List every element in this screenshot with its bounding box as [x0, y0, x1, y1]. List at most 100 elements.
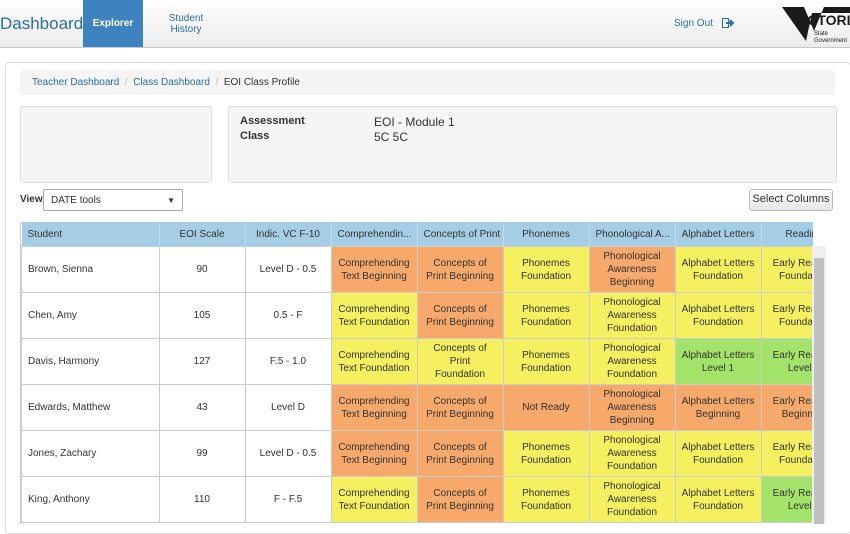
level-cell: Early Reading Foundation	[760, 246, 813, 293]
column-header[interactable]: Phonemes	[503, 222, 590, 247]
table-row: Brown, Sienna 90 Level D - 0.5 Comprehendin…	[21, 246, 813, 293]
level-cell: Alphabet Letters Foundation	[674, 430, 762, 477]
level-cell: Concepts of Print Foundation	[416, 338, 504, 385]
level-cell: Comprehending Text Foundation	[330, 292, 418, 339]
level-cell: Alphabet Letters Beginning	[674, 384, 762, 431]
cell: F - F.5	[244, 476, 332, 523]
column-header[interactable]: Alphabet Letters	[675, 222, 762, 247]
table-row: Davis, Harmony 127 F.5 - 1.0 Comprehending …	[21, 338, 813, 385]
logo-name: VICTORIA	[794, 12, 850, 28]
level-cell: Early Reading Foundation	[760, 292, 813, 339]
level-cell: Comprehending Text Beginning	[330, 246, 418, 293]
level-cell: Concepts of Print Beginning	[416, 246, 504, 293]
profile-table: Student EOI Scale Indic. VC F-10 Comprehend…	[21, 222, 813, 523]
brand[interactable]: Dashboard	[0, 14, 84, 33]
sign-out-icon	[721, 18, 735, 29]
nav-tab[interactable]: Explorer	[83, 0, 143, 47]
level-cell: Early Reading Foundation	[760, 430, 813, 477]
sign-out[interactable]: Sign Out	[674, 18, 735, 29]
column-header[interactable]: Phonological A...	[589, 222, 676, 247]
table-row: Edwards, Matthew 43 Level D Comprehending T…	[21, 384, 813, 431]
level-cell: Alphabet Letters Foundation	[674, 476, 762, 523]
cell: 105	[158, 292, 246, 339]
breadcrumb-item: EOI Class Profile	[223, 77, 300, 88]
level-cell: Comprehending Text Foundation	[330, 338, 418, 385]
separator: /	[209, 77, 224, 88]
caret: ▼	[167, 196, 175, 205]
breadcrumb: Teacher Dashboard / Class Dashboard / EO…	[20, 70, 835, 95]
separator: /	[119, 77, 134, 88]
student-name: King, Anthony	[21, 476, 160, 523]
level-cell: Comprehending Text Beginning	[330, 430, 418, 477]
view-label: View	[20, 194, 43, 205]
level-cell: Phonemes Foundation	[502, 338, 590, 385]
level-cell: Phonemes Foundation	[502, 430, 590, 477]
logo: VICTORIA State Government	[782, 7, 850, 44]
student-name: Chen, Amy	[21, 292, 160, 339]
level-cell: Phonemes Foundation	[502, 246, 590, 293]
level-cell: Alphabet Letters Foundation	[674, 246, 762, 293]
student-name: Jones, Zachary	[21, 430, 160, 477]
level-cell: Early Reading Beginning	[760, 384, 813, 431]
level-cell: Concepts of Print Beginning	[416, 292, 504, 339]
level-cell: Phonological Awareness Beginning	[588, 384, 676, 431]
table-row: King, Anthony 110 F - F.5 Comprehending Tex…	[21, 476, 813, 523]
level-cell: Phonemes Foundation	[502, 476, 590, 523]
cell: Level D - 0.5	[244, 246, 332, 293]
breadcrumb-item[interactable]: Class Dashboard	[133, 77, 210, 88]
cell: 0.5 - F	[244, 292, 332, 339]
column-header[interactable]: EOI Scale	[159, 222, 246, 247]
view-select[interactable]: DATE tools ▼	[43, 189, 183, 211]
cell: 110	[158, 476, 246, 523]
info-label: Class	[240, 130, 270, 142]
cell: 43	[158, 384, 246, 431]
info-label: Assessment	[240, 115, 305, 127]
level-cell: Alphabet Letters Level 1	[674, 338, 762, 385]
level-cell: Phonemes Foundation	[502, 292, 590, 339]
level-cell: Early Reading Level 1	[760, 476, 813, 523]
level-cell: Not Ready	[502, 384, 590, 431]
select-columns-button[interactable]: Select Columns	[749, 189, 833, 211]
cell: F.5 - 1.0	[244, 338, 332, 385]
level-cell: Comprehending Text Beginning	[330, 384, 418, 431]
level-cell: Phonological Awareness Beginning	[588, 246, 676, 293]
scroll-thumb[interactable]	[814, 258, 824, 524]
level-cell: Comprehending Text Foundation	[330, 476, 418, 523]
student-name: Edwards, Matthew	[21, 384, 160, 431]
info-value: 5C 5C	[374, 130, 409, 144]
table-row: Chen, Amy 105 0.5 - F Comprehending Text Fo…	[21, 292, 813, 339]
table-row: Jones, Zachary 99 Level D - 0.5 Comprehendi…	[21, 430, 813, 477]
top-nav: Dashboard Explorer Student History Sign O…	[0, 0, 850, 48]
cell: Level D	[244, 384, 332, 431]
sign-out-text[interactable]: Sign Out	[674, 18, 713, 29]
level-cell: Early Reading Level 1	[760, 338, 813, 385]
breadcrumb-item[interactable]: Teacher Dashboard	[32, 77, 120, 88]
level-cell: Alphabet Letters Foundation	[674, 292, 762, 339]
level-cell: Concepts of Print Beginning	[416, 430, 504, 477]
level-cell: Phonological Awareness Foundation	[588, 292, 676, 339]
empty-box	[20, 106, 212, 183]
table-wrap: Student EOI Scale Indic. VC F-10 Comprehend…	[20, 222, 813, 524]
info-box: Assessment EOI - Module 1 Class 5C 5C	[228, 106, 837, 183]
level-cell: Concepts of Print Beginning	[416, 476, 504, 523]
cell: Level D - 0.5	[244, 430, 332, 477]
logo-line: State	[814, 31, 829, 37]
logo-line: Government	[814, 38, 847, 44]
nav-tab[interactable]: Student History	[168, 12, 204, 35]
column-header[interactable]: Student	[21, 222, 160, 247]
column-header[interactable]: Concepts of Print	[417, 222, 504, 247]
level-cell: Phonological Awareness Foundation	[588, 476, 676, 523]
column-header[interactable]: Indic. VC F-10	[245, 222, 332, 247]
cell: 99	[158, 430, 246, 477]
column-header[interactable]: Comprehendin...	[331, 222, 418, 247]
student-name: Davis, Harmony	[21, 338, 160, 385]
cell: 127	[158, 338, 246, 385]
column-header[interactable]: Reading	[761, 222, 813, 247]
level-cell: Concepts of Print Beginning	[416, 384, 504, 431]
info-value: EOI - Module 1	[374, 115, 455, 129]
level-cell: Phonological Awareness Foundation	[588, 430, 676, 477]
view-selected[interactable]: DATE tools	[51, 195, 101, 206]
student-name: Brown, Sienna	[21, 246, 160, 293]
cell: 90	[158, 246, 246, 293]
